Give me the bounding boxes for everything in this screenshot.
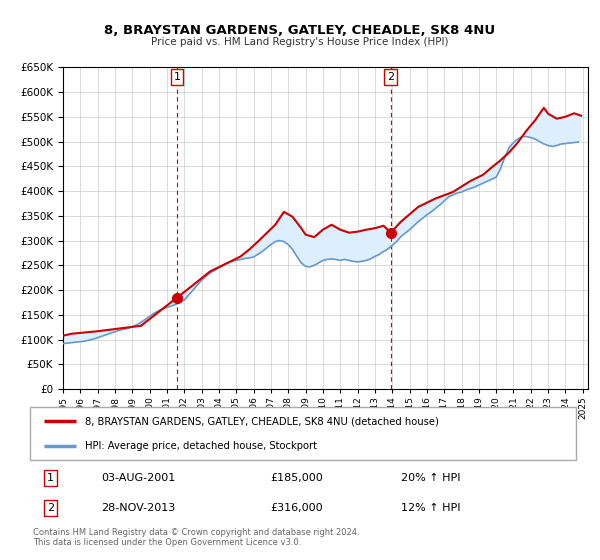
Text: Contains HM Land Registry data © Crown copyright and database right 2024.
This d: Contains HM Land Registry data © Crown c… — [33, 528, 359, 547]
Text: £185,000: £185,000 — [270, 473, 323, 483]
Text: Price paid vs. HM Land Registry's House Price Index (HPI): Price paid vs. HM Land Registry's House … — [151, 37, 449, 47]
Text: 8, BRAYSTAN GARDENS, GATLEY, CHEADLE, SK8 4NU: 8, BRAYSTAN GARDENS, GATLEY, CHEADLE, SK… — [104, 24, 496, 37]
Text: HPI: Average price, detached house, Stockport: HPI: Average price, detached house, Stoc… — [85, 441, 317, 451]
Text: £316,000: £316,000 — [270, 503, 323, 513]
Text: 28-NOV-2013: 28-NOV-2013 — [101, 503, 175, 513]
Text: 1: 1 — [173, 72, 181, 82]
Text: 20% ↑ HPI: 20% ↑ HPI — [401, 473, 461, 483]
Text: 12% ↑ HPI: 12% ↑ HPI — [401, 503, 461, 513]
FancyBboxPatch shape — [30, 407, 576, 460]
Text: 1: 1 — [47, 473, 54, 483]
Text: 2: 2 — [387, 72, 394, 82]
Text: 03-AUG-2001: 03-AUG-2001 — [101, 473, 175, 483]
Text: 8, BRAYSTAN GARDENS, GATLEY, CHEADLE, SK8 4NU (detached house): 8, BRAYSTAN GARDENS, GATLEY, CHEADLE, SK… — [85, 417, 439, 427]
Text: 2: 2 — [47, 503, 55, 513]
